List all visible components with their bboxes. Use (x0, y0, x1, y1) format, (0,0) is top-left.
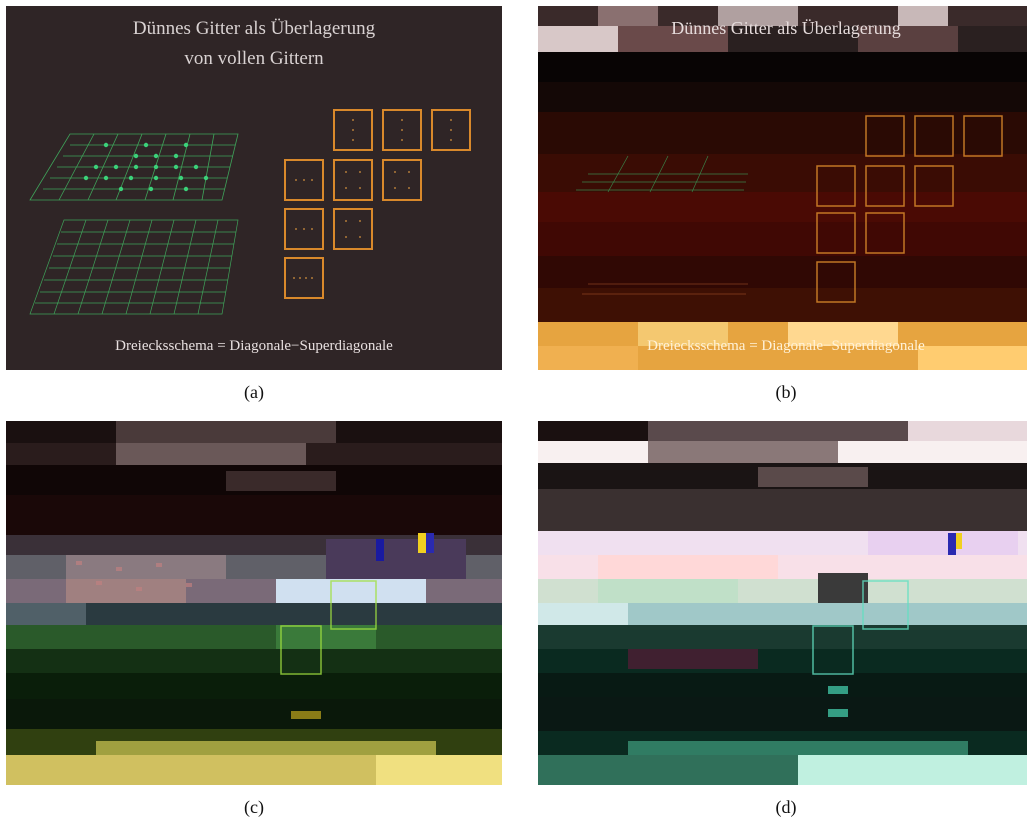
panel-d-graphic (538, 421, 1027, 785)
caption-b: (b) (775, 382, 797, 402)
panel-b-graphic (538, 6, 1027, 370)
panel-a-graphic (6, 6, 502, 370)
slide-bottom-text: Dreiecksschema = Diagonale−Superdiagonal… (115, 338, 393, 354)
caption-a: (a) (244, 382, 264, 402)
panel-c-graphic (6, 421, 502, 785)
panel-a-slide: Dünnes Gitter als Überlagerung von volle… (6, 6, 502, 370)
ghost-bottom-text: Dreiecksschema = Diagonale−Superdiagonal… (647, 338, 925, 354)
panel-c-distorted (6, 421, 502, 785)
panel-d-distorted (538, 421, 1027, 785)
caption-d: (d) (775, 797, 797, 817)
slide-title-line1: Dünnes Gitter als Überlagerung (132, 18, 376, 39)
upper-grid-dots (83, 142, 209, 192)
slide-title-line2: von vollen Gittern (184, 48, 324, 69)
subgrid-box-dots (293, 119, 452, 279)
caption-c: (c) (244, 797, 264, 817)
panel-b-distorted: Dünnes Gitter als Überlagerung Dreieckss… (538, 6, 1027, 370)
subgrid-boxes (284, 109, 471, 299)
ghost-title: Dünnes Gitter als Überlagerung (671, 18, 901, 38)
lower-grid (29, 219, 239, 315)
